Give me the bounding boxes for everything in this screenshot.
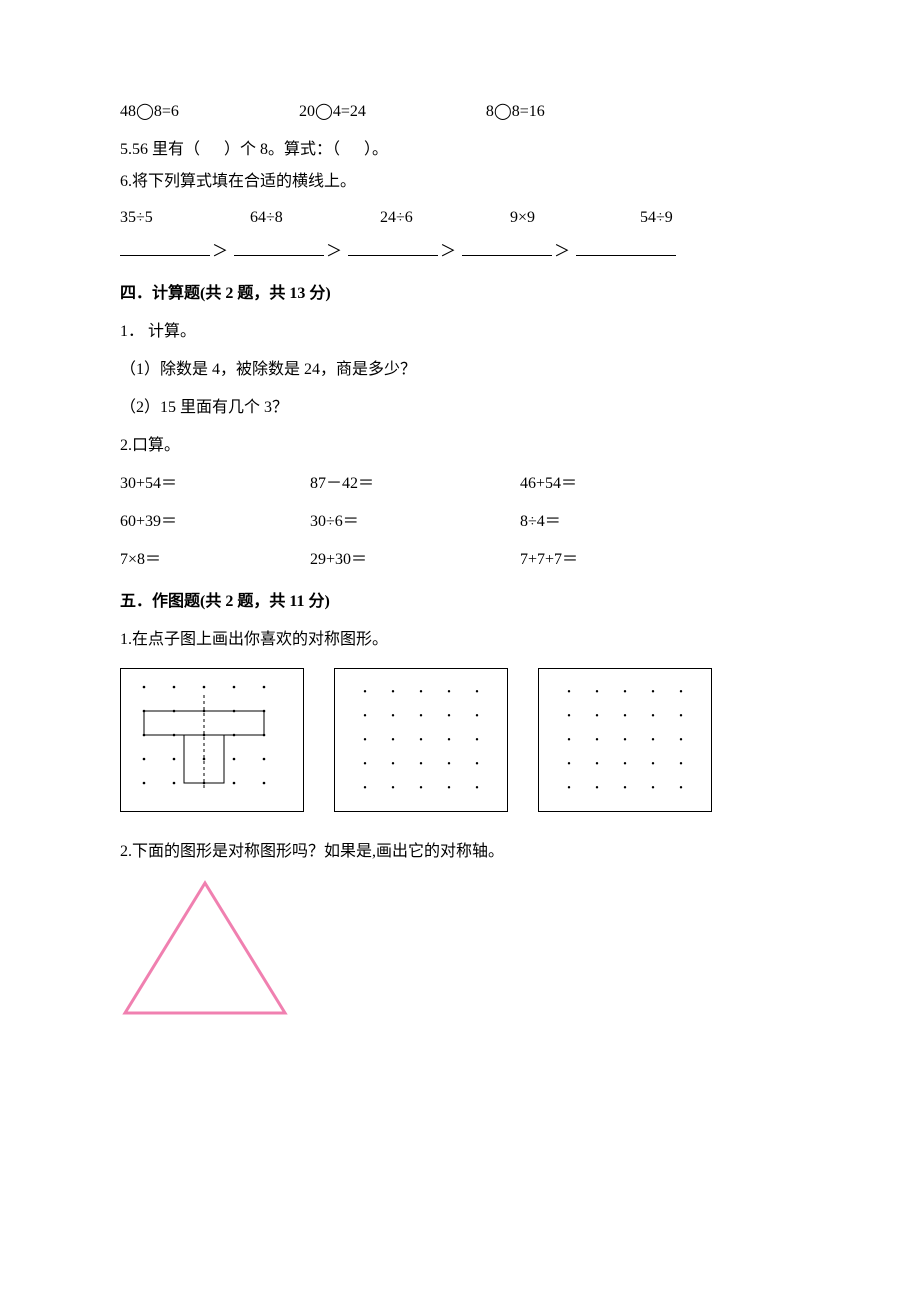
mental-2-3: 8÷4＝ — [520, 510, 700, 534]
mental-1-3: 46+54＝ — [520, 472, 700, 496]
gt-symbol: ＞ — [212, 243, 228, 260]
expr-4: 9×9 — [510, 206, 640, 230]
blank-line[interactable] — [348, 242, 438, 256]
q5-part-b: ）个 8。算式：（ — [224, 141, 340, 158]
q5-part-c: ）。 — [364, 141, 388, 158]
dot-grid-3[interactable] — [538, 668, 712, 812]
q5-part-a: 5.56 里有（ — [120, 141, 200, 158]
spacer — [179, 100, 299, 124]
mental-3-3: 7+7+7＝ — [520, 548, 700, 572]
expr-5: 54÷9 — [640, 206, 770, 230]
triangle-icon — [120, 878, 290, 1018]
sec4-q2-label: 2.口算。 — [120, 434, 800, 458]
mental-2-2: 30÷6＝ — [310, 510, 520, 534]
mental-row-1: 30+54＝ 87－42＝ 46+54＝ — [120, 472, 800, 496]
gt-symbol: ＞ — [440, 243, 456, 260]
sec4-q1-label: 1． 计算。 — [120, 320, 800, 344]
equation-1: 48◯8=6 — [120, 100, 179, 124]
dot-table — [351, 679, 491, 799]
spacer — [366, 100, 486, 124]
mental-row-2: 60+39＝ 30÷6＝ 8÷4＝ — [120, 510, 800, 534]
sec5-q2: 2.下面的图形是对称图形吗？如果是,画出它的对称轴。 — [120, 840, 800, 864]
blank-line[interactable] — [120, 242, 210, 256]
dot-grids-row — [120, 668, 800, 812]
triangle-figure — [120, 878, 800, 1026]
equation-2: 20◯4=24 — [299, 100, 366, 124]
blank[interactable] — [204, 141, 220, 158]
gt-symbol: ＞ — [554, 243, 570, 260]
mental-row-3: 7×8＝ 29+30＝ 7+7+7＝ — [120, 548, 800, 572]
expr-1: 35÷5 — [120, 206, 250, 230]
question-5: 5.56 里有（ ）个 8。算式：（ ）。 — [120, 138, 800, 162]
section-5-heading: 五．作图题(共 2 题，共 11 分) — [120, 590, 800, 614]
q6-expression-row: 35÷5 64÷8 24÷6 9×9 54÷9 — [120, 206, 800, 230]
mental-2-1: 60+39＝ — [120, 510, 310, 534]
blank-line[interactable] — [576, 242, 676, 256]
mental-3-1: 7×8＝ — [120, 548, 310, 572]
mental-1-1: 30+54＝ — [120, 472, 310, 496]
dot-grid-2[interactable] — [334, 668, 508, 812]
section-4-heading: 四．计算题(共 2 题，共 13 分) — [120, 282, 800, 306]
example-shape-svg — [129, 675, 279, 795]
sec4-q1-2: （2）15 里面有几个 3？ — [120, 396, 800, 420]
blank[interactable] — [344, 141, 360, 158]
dot-grid-example — [120, 668, 304, 812]
blank-line[interactable] — [234, 242, 324, 256]
dot-table — [555, 679, 695, 799]
mental-3-2: 29+30＝ — [310, 548, 520, 572]
sec4-q1-1: （1）除数是 4，被除数是 24，商是多少？ — [120, 358, 800, 382]
expr-3: 24÷6 — [380, 206, 510, 230]
mental-1-2: 87－42＝ — [310, 472, 520, 496]
equation-3: 8◯8=16 — [486, 100, 545, 124]
q6-blanks-row: ＞ ＞ ＞ ＞ — [120, 240, 800, 264]
top-equation-row: 48◯8=6 20◯4=24 8◯8=16 — [120, 100, 800, 124]
gt-symbol: ＞ — [326, 243, 342, 260]
expr-2: 64÷8 — [250, 206, 380, 230]
sec5-q1: 1.在点子图上画出你喜欢的对称图形。 — [120, 628, 800, 652]
blank-line[interactable] — [462, 242, 552, 256]
question-6-prompt: 6.将下列算式填在合适的横线上。 — [120, 170, 800, 194]
